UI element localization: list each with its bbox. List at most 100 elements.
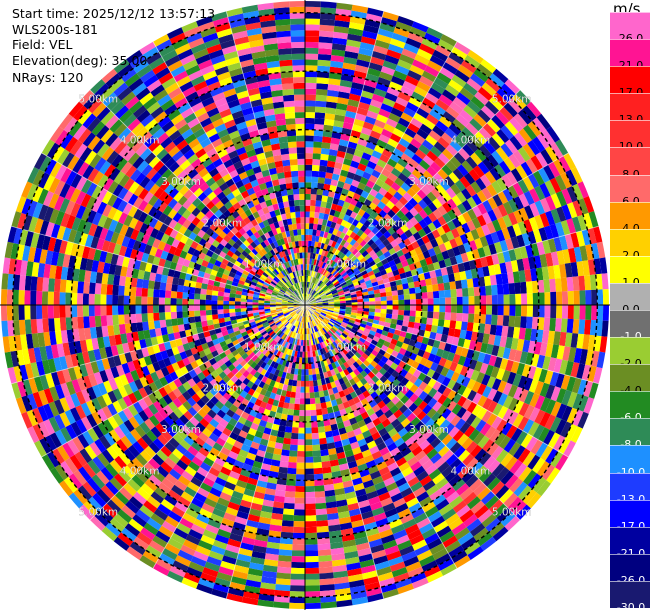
radar-gate [468,314,475,323]
radar-gate [188,305,194,311]
radar-gate [295,398,301,404]
radar-gate [297,375,301,381]
radar-gate [296,381,301,387]
radar-gate [445,305,451,313]
radar-gate [295,486,305,492]
radar-gate [484,324,491,334]
radar-gate [300,387,305,393]
radar-gate [36,305,42,319]
radar-gate [217,296,223,301]
radar-gate [206,305,212,310]
radar-gate [433,312,439,319]
radar-gate [298,369,302,375]
radar-gate [291,433,298,439]
radar-gate [305,509,316,515]
radar-gate [305,77,317,83]
radar-gate [136,287,143,296]
radar-gate [36,291,42,305]
radar-gate [305,59,318,65]
radar-gate [308,363,312,369]
radar-gate [148,321,155,330]
radar-gate [305,65,318,71]
radar-gate [1,305,7,321]
radar-gate [106,295,112,305]
radar-gate [320,444,328,451]
radar-gate [315,206,321,212]
radar-gate [1,289,7,305]
radar-gate [449,320,456,329]
radar-gate [467,279,474,288]
radar-gate [291,568,305,574]
radar-gate [474,296,480,305]
radar-gate [318,543,331,550]
radar-gate [177,285,184,292]
radar-gate [561,319,568,333]
radar-gate [235,305,241,309]
radar-gate [309,217,314,223]
radar-gate [211,305,217,310]
radar-gate [83,305,89,317]
radar-gate [314,218,319,224]
radar-gate [277,567,291,574]
radar-gate [305,176,312,182]
radar-gate [320,154,329,161]
radar-gate [319,36,333,43]
radar-gate [95,316,102,327]
radar-gate [200,310,206,316]
radar-gate [318,432,326,439]
radar-gate [166,283,173,291]
radar-gate [292,544,305,550]
radar-gate [381,301,387,305]
radar-gate [313,147,322,153]
radar-gate [584,275,591,290]
radar-gate [107,284,114,295]
radar-gate [527,305,533,317]
radar-gate [206,310,212,316]
radar-gate [177,318,184,325]
radar-gate [305,71,317,77]
radar-gate [316,195,322,202]
radar-gate [281,449,290,456]
radar-gate [315,497,326,504]
radar-gate [112,285,119,295]
radar-gate [486,295,492,305]
radar-gate [83,282,90,294]
radar-gate [136,314,143,323]
radar-gate [305,375,309,381]
radar-gate [544,305,550,318]
radar-gate [486,305,492,315]
radar-gate [77,305,83,317]
radar-gate [171,318,178,326]
radar-gate [218,314,224,319]
radar-gate [206,290,212,296]
radar-gate [305,95,316,101]
radar-gate [549,279,556,292]
radar-gate [305,398,310,404]
radar-gate [313,456,322,462]
radar-gate [426,285,433,292]
radar-gate [292,556,306,562]
radar-gate [305,229,309,235]
radar-gate [48,278,55,292]
radar-gate [289,597,305,603]
radar-gate [293,527,305,533]
radar-gate [433,298,439,305]
radar-gate [449,281,456,290]
radar-gate [585,305,591,320]
radar-gate [305,24,320,30]
radar-gate [422,305,428,311]
radar-gate [283,509,294,516]
radar-gate [165,298,171,305]
radar-gate [305,194,311,200]
radar-gate [319,578,334,585]
radar-gate [305,241,308,247]
radar-gate [514,316,521,328]
radar-gate [375,301,381,305]
radar-gate [60,318,67,331]
radar-gate [498,305,504,315]
radar-gate [305,463,314,469]
radar-gate [200,300,206,306]
radar-gate [305,556,319,562]
radar-gate [289,403,295,410]
radar-gate [194,311,200,317]
